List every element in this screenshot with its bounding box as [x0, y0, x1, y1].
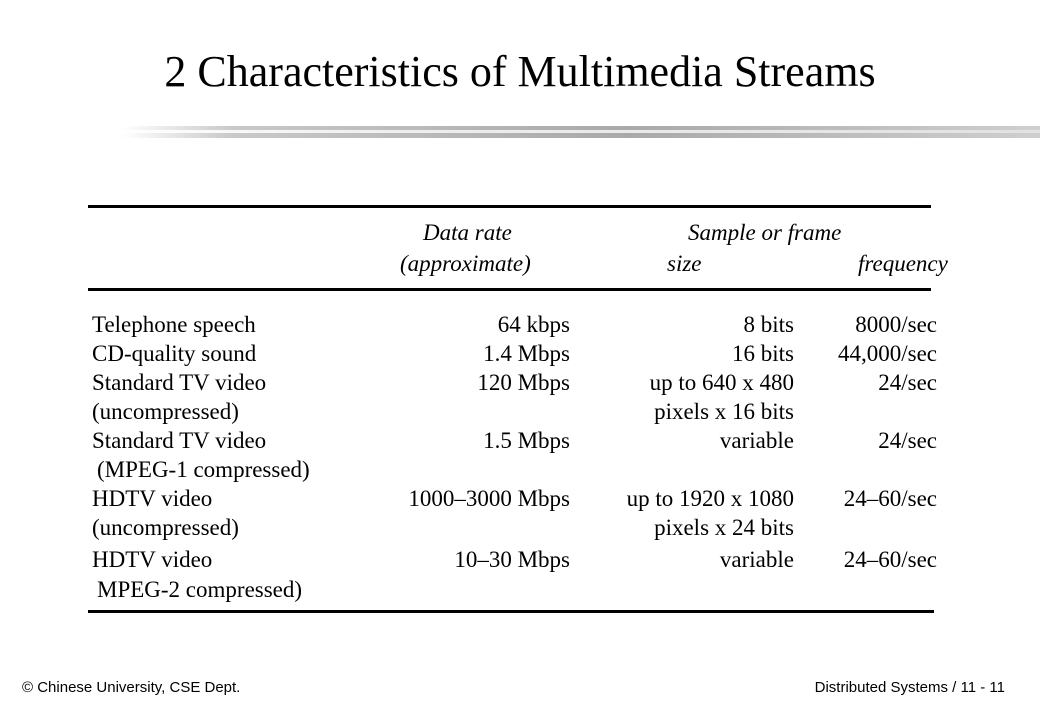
cell-data-rate: 120 Mbps [477, 370, 570, 395]
table-top-rule [88, 205, 931, 208]
header-approximate: (approximate) [400, 251, 531, 276]
table-row: MPEG-2 compressed) [0, 575, 1040, 605]
cell-size: 8 bits [743, 312, 794, 337]
cell-frequency: 24–60/sec [843, 486, 937, 511]
cell-frequency: 24/sec [878, 428, 937, 453]
cell-frequency: 44,000/sec [837, 341, 937, 366]
slide-title: 2 Characteristics of Multimedia Streams [164, 47, 876, 96]
header-sample-or-frame: Sample or frame [688, 220, 842, 245]
cell-size: pixels x 24 bits [654, 515, 794, 540]
table-row: Standard TV video 120 Mbps up to 640 x 4… [0, 368, 1040, 398]
cell-medium: Standard TV video [92, 370, 267, 395]
cell-size: variable [719, 547, 794, 572]
table-row: Standard TV video 1.5 Mbps variable 24/s… [0, 426, 1040, 456]
title-underline [122, 126, 1040, 138]
table-header-rule [88, 288, 931, 291]
cell-data-rate: 10–30 Mbps [454, 547, 570, 572]
table-row: (MPEG-1 compressed) [0, 455, 1040, 485]
cell-data-rate: 1.5 Mbps [483, 428, 570, 453]
table-row: CD-quality sound 1.4 Mbps 16 bits 44,000… [0, 339, 1040, 369]
table-row: Telephone speech 64 kbps 8 bits 8000/sec [0, 310, 1040, 340]
cell-medium: Telephone speech [92, 312, 256, 337]
cell-frequency: 24–60/sec [843, 547, 937, 572]
cell-data-rate: 1.4 Mbps [483, 341, 570, 366]
cell-size: 16 bits [732, 341, 794, 366]
cell-size: up to 1920 x 1080 [626, 486, 794, 511]
footer-copyright: © Chinese University, CSE Dept. [22, 679, 241, 696]
header-frequency: frequency [858, 251, 948, 276]
cell-medium: (MPEG-1 compressed) [97, 457, 310, 482]
cell-medium: (uncompressed) [92, 399, 239, 424]
table-row: (uncompressed) pixels x 16 bits [0, 397, 1040, 427]
cell-size: variable [719, 428, 794, 453]
cell-medium: HDTV video [92, 486, 213, 511]
table-row: HDTV video 1000–3000 Mbps up to 1920 x 1… [0, 484, 1040, 514]
cell-size: up to 640 x 480 [649, 370, 794, 395]
table-bottom-rule [88, 610, 934, 613]
cell-frequency: 8000/sec [855, 312, 937, 337]
cell-medium: CD-quality sound [92, 341, 257, 366]
cell-medium: MPEG-2 compressed) [97, 577, 303, 602]
header-data-rate: Data rate [423, 220, 512, 245]
cell-data-rate: 1000–3000 Mbps [408, 486, 570, 511]
cell-medium: (uncompressed) [92, 515, 239, 540]
header-size: size [667, 251, 702, 276]
cell-data-rate: 64 kbps [497, 312, 570, 337]
table-row: HDTV video 10–30 Mbps variable 24–60/sec [0, 545, 1040, 575]
cell-medium: HDTV video [92, 547, 213, 572]
cell-frequency: 24/sec [878, 370, 937, 395]
footer-page-number: Distributed Systems / 11 - 11 [814, 679, 1005, 696]
cell-medium: Standard TV video [92, 428, 267, 453]
cell-size: pixels x 16 bits [654, 399, 794, 424]
table-row: (uncompressed) pixels x 24 bits [0, 513, 1040, 543]
